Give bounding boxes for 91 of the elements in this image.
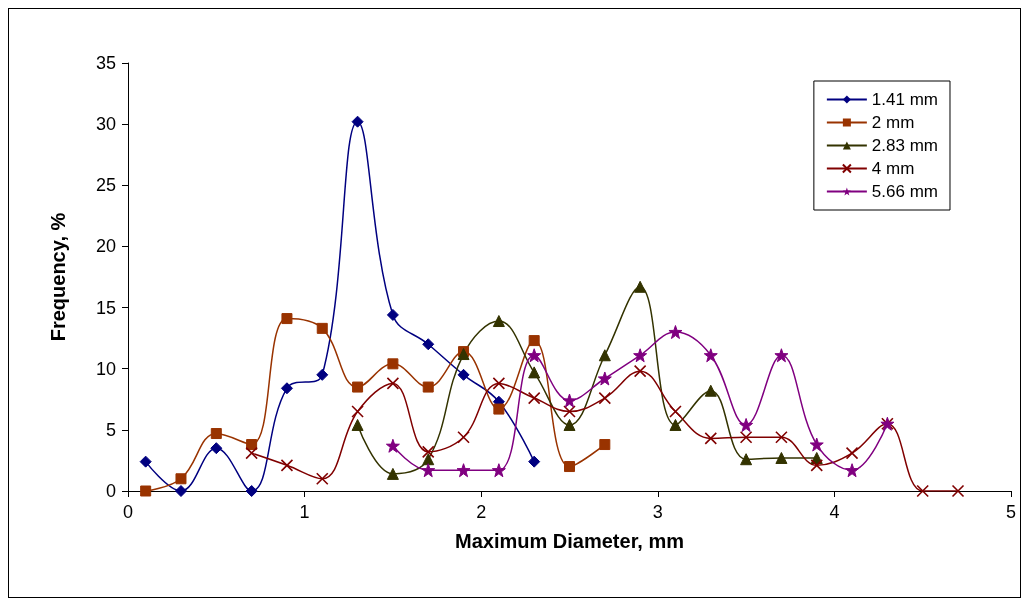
y-tick-label: 0 [105,481,116,501]
point [703,348,718,363]
point [245,485,258,497]
y-tick-label: 30 [95,114,116,135]
point [491,463,506,478]
point [456,463,471,478]
x-tick-label: 3 [652,502,663,522]
point [669,405,682,418]
point [386,377,400,390]
point [597,371,612,386]
point [280,382,293,395]
point [809,437,824,452]
legend-label: 2 mm [871,113,915,132]
point [457,368,470,381]
point [422,453,435,466]
point [563,418,576,431]
point [492,315,505,328]
x-tick-label: 4 [829,502,840,522]
point [387,358,399,370]
point [351,115,364,128]
point [916,484,929,498]
point [598,349,611,362]
point [739,430,753,444]
point [528,455,541,468]
point [421,463,436,478]
point [669,418,682,431]
point [316,322,328,334]
point [386,308,399,321]
point [775,451,788,464]
point [527,348,542,363]
point [668,325,683,340]
point [528,366,541,379]
point [422,338,435,351]
point [174,485,187,497]
point [527,391,541,405]
point [739,417,754,432]
y-tick-label: 25 [95,175,116,196]
point [563,405,576,418]
point [175,473,187,485]
point [493,403,505,415]
point [139,455,152,468]
point [598,391,612,405]
point [457,430,470,444]
point [775,430,788,444]
point [564,461,575,473]
legend-label: 1.41 mm [871,90,939,109]
point [210,428,222,440]
point [422,381,434,393]
point [386,467,399,480]
point [704,432,718,445]
point [352,381,364,393]
point [704,384,717,397]
point [740,453,753,466]
point [351,418,364,431]
point [951,484,965,498]
x-tick-label: 0 [122,502,134,522]
legend-label: 2.83 mm [871,136,939,155]
x-tick-label: 1 [299,502,310,522]
point [599,439,611,451]
x-tick-label: 5 [1005,502,1017,522]
x-axis-title: Maximum Diameter, mm [455,530,684,552]
point [492,377,506,390]
point [528,335,540,347]
x-tick-label: 2 [476,502,487,522]
point [210,442,223,455]
point [562,393,577,408]
point [315,472,329,486]
y-tick-label: 5 [105,419,116,440]
legend-label: 4 mm [871,159,915,178]
point [280,459,294,472]
point [351,405,364,418]
point [633,348,648,363]
y-axis-title: Frequency, % [47,212,69,342]
point [140,485,152,497]
point [845,446,859,460]
point [385,438,400,453]
point [774,348,789,363]
point [845,463,860,478]
point [810,459,824,472]
point [421,445,435,459]
point [634,280,647,293]
point [316,368,329,381]
y-tick-label: 20 [95,236,116,257]
y-tick-label: 10 [95,358,116,379]
y-tick-label: 15 [95,297,116,318]
point [633,364,647,378]
point [281,313,293,325]
point [245,446,258,460]
point [246,439,258,451]
y-tick-label: 35 [95,53,116,73]
legend-label: 5.66 mm [871,182,939,201]
